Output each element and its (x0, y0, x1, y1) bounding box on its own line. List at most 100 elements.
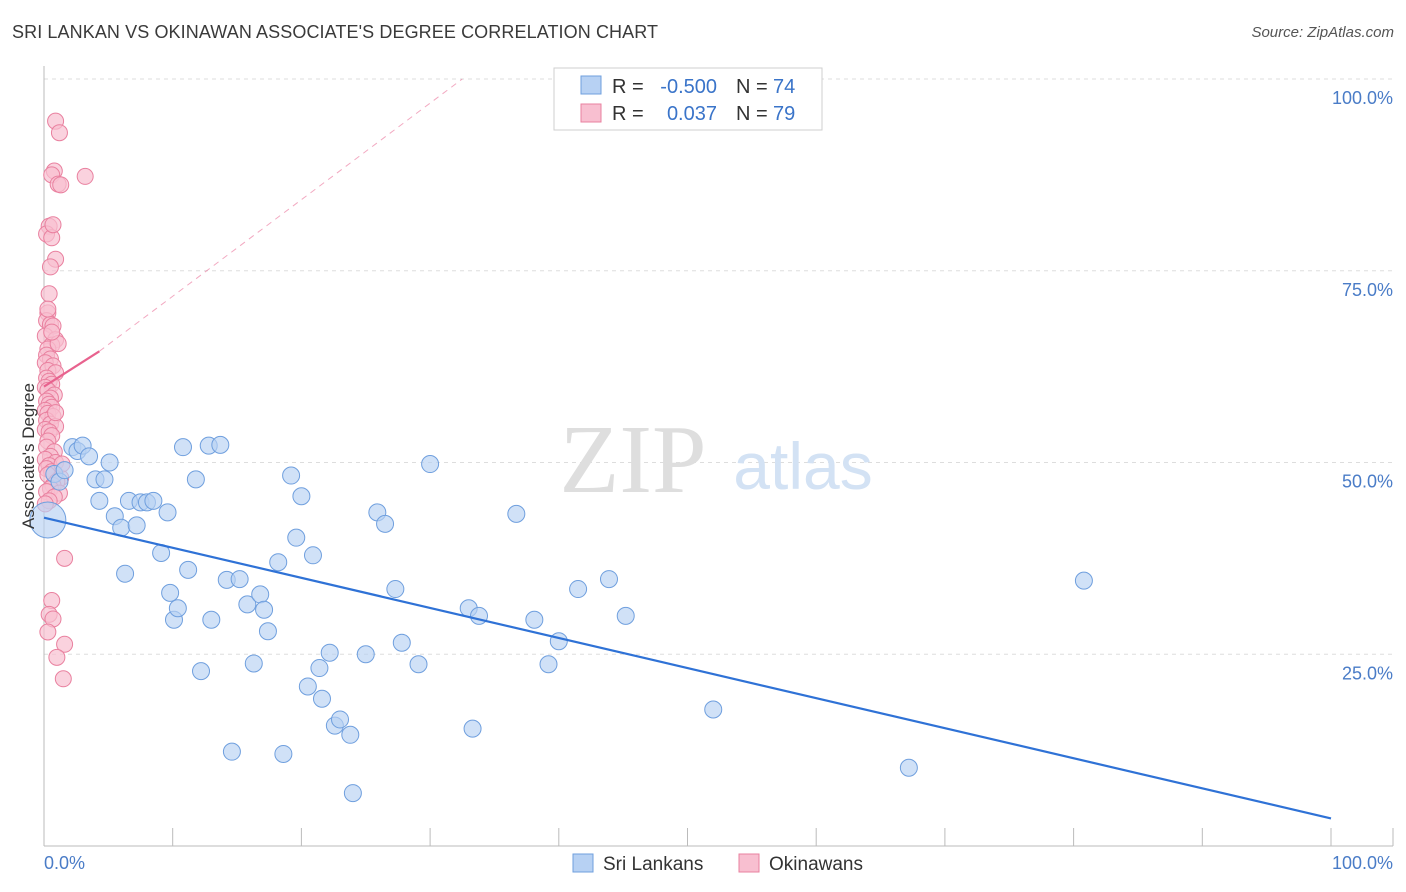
legend-n-value-1: 74 (773, 76, 795, 98)
sri-lankans-point (238, 595, 257, 614)
okinawans-point (47, 404, 65, 422)
sri-lankans-points (29, 435, 1093, 803)
sri-lankans-point (251, 585, 270, 604)
sri-lankans-point (292, 487, 311, 506)
grid-lines (44, 78, 1393, 655)
sri-lankans-point (320, 643, 339, 662)
sri-lankans-point (282, 466, 301, 485)
sri-lankans-point (298, 677, 317, 696)
sri-lankans-point (116, 564, 135, 583)
sri-lankans-point (539, 655, 558, 674)
sri-lankans-point (179, 560, 198, 579)
series-legend-okinawans: Okinawans (769, 854, 863, 875)
okinawans-point (50, 124, 68, 142)
sri-lankans-trend-line (43, 516, 1332, 820)
y-axis-label: Associate's Degree (19, 383, 38, 529)
sri-lankans-point (1074, 571, 1093, 590)
source-credit: Source: ZipAtlas.com (1251, 24, 1394, 41)
legend-n-label-1: N = (736, 76, 768, 98)
x-tick-label-min: 0.0% (44, 853, 85, 873)
legend-r-value-1: -0.500 (660, 76, 717, 98)
sri-lankans-point (269, 553, 288, 572)
sri-lankans-point (274, 744, 293, 763)
series-legend: Sri Lankans Okinawans (572, 853, 863, 875)
sri-lankans-point (192, 662, 211, 681)
legend-r-value-2: 0.037 (667, 103, 717, 125)
sri-lankans-point (331, 710, 350, 729)
okinawans-point (76, 167, 94, 185)
series-legend-swatch-pink (738, 853, 760, 873)
okinawans-point (56, 635, 74, 653)
okinawans-point (40, 285, 58, 303)
sri-lankans-point (258, 622, 277, 641)
y-tick-label: 75.0% (1342, 280, 1393, 300)
okinawans-point (39, 300, 57, 318)
legend-n-label-2: N = (736, 103, 768, 125)
sri-lankans-point (158, 503, 177, 522)
okinawans-point (39, 623, 57, 641)
sri-lankans-point (392, 633, 411, 652)
sri-lankans-point (507, 504, 526, 523)
watermark: ZIP atlas (560, 406, 873, 514)
sri-lankans-point (230, 570, 249, 589)
sri-lankans-point (303, 546, 322, 565)
legend-r-label-1: R = (612, 76, 644, 98)
y-tick-label: 50.0% (1342, 472, 1393, 492)
sri-lankans-point (95, 470, 114, 489)
sri-lankans-point (356, 645, 375, 664)
sri-lankans-point (343, 784, 362, 803)
sri-lankans-point (463, 719, 482, 738)
sri-lankans-point (127, 516, 146, 535)
sri-lankans-point (569, 580, 588, 599)
axes (43, 66, 1394, 847)
watermark-atlas: atlas (733, 429, 872, 503)
sri-lankans-point (80, 447, 99, 466)
sri-lankans-point (244, 654, 263, 673)
series-legend-sri-lankans: Sri Lankans (603, 854, 703, 875)
sri-lankans-point (173, 438, 192, 457)
legend-n-value-2: 79 (773, 103, 795, 125)
okinawans-point (41, 258, 59, 276)
okinawans-trend-extension (99, 78, 463, 352)
sri-lankans-point (202, 610, 221, 629)
legend-swatch-pink (580, 103, 602, 123)
x-tick-label-max: 100.0% (1332, 853, 1393, 873)
y-tick-label: 100.0% (1332, 88, 1393, 108)
sri-lankans-point (421, 455, 440, 474)
sri-lankans-point (376, 514, 395, 533)
sri-lankans-point (100, 453, 119, 472)
sri-lankans-point (599, 570, 618, 589)
sri-lankans-point (55, 461, 74, 480)
sri-lankans-point (549, 632, 568, 651)
watermark-zip: ZIP (560, 406, 707, 514)
correlation-legend: R = -0.500 N = 74 R = 0.037 N = 79 (553, 67, 823, 131)
sri-lankans-point (616, 606, 635, 625)
sri-lankans-point (211, 435, 230, 454)
series-legend-swatch-blue (572, 853, 594, 873)
okinawans-point (44, 216, 62, 234)
okinawans-point (56, 549, 74, 567)
sri-lankans-point (29, 501, 67, 539)
okinawans-trend-line (43, 350, 100, 388)
legend-swatch-blue (580, 75, 602, 95)
okinawans-point (54, 670, 72, 688)
sri-lankans-point (90, 491, 109, 510)
sri-lankans-point (312, 689, 331, 708)
sri-lankans-point (386, 580, 405, 599)
okinawans-point (48, 648, 66, 666)
sri-lankans-point (255, 600, 274, 619)
chart-title: SRI LANKAN VS OKINAWAN ASSOCIATE'S DEGRE… (12, 22, 659, 42)
okinawans-point (52, 176, 70, 194)
sri-lankans-point (222, 742, 241, 761)
sri-lankans-point (161, 583, 180, 602)
okinawans-point (43, 592, 61, 610)
sri-lankans-point (310, 659, 329, 678)
sri-lankans-point (525, 610, 544, 629)
sri-lankans-point (186, 470, 205, 489)
y-tick-label: 25.0% (1342, 663, 1393, 683)
sri-lankans-point (899, 758, 918, 777)
sri-lankans-point (409, 655, 428, 674)
okinawans-point (43, 323, 61, 341)
sri-lankans-point (144, 491, 163, 510)
